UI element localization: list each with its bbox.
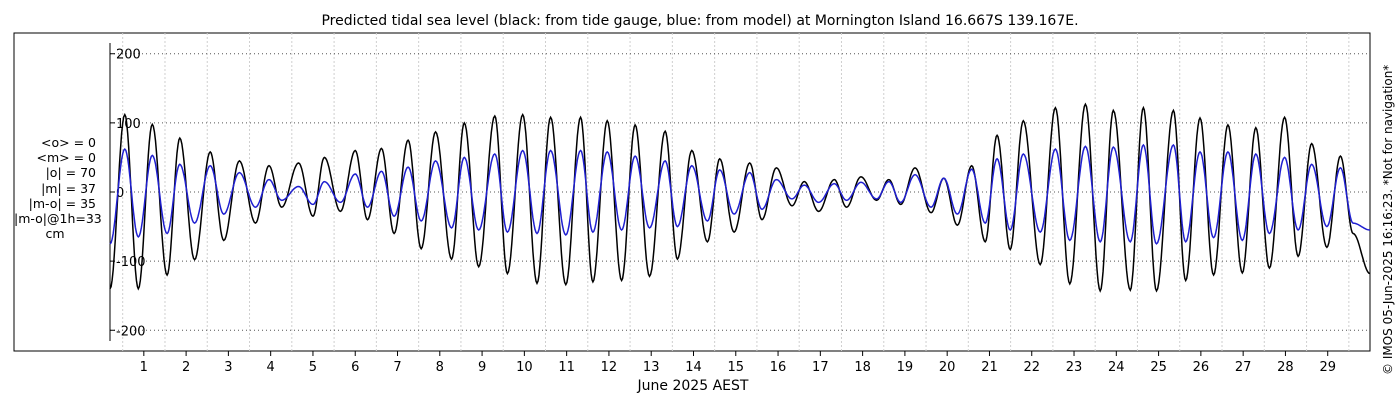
x-tick-label: 4 [267, 360, 275, 375]
x-tick-label: 17 [812, 360, 829, 375]
stat-mean-obs: <o> = 0 [41, 135, 96, 150]
grid [110, 33, 1370, 351]
series-line-model [109, 143, 1371, 245]
x-axis-label: June 2025 AEST [637, 378, 749, 394]
statistics-panel: <o> = 0 <m> = 0 |o| = 70 |m| = 37 |m-o| … [14, 135, 102, 242]
y-tick-label: -100 [116, 255, 146, 270]
x-tick-label: 8 [436, 360, 444, 375]
stat-abs-obs: |o| = 70 [45, 165, 96, 181]
x-tick-label: 25 [1150, 360, 1167, 375]
x-tick-label: 2 [182, 360, 190, 375]
x-tick-label: 3 [224, 360, 232, 375]
x-tick-label: 24 [1108, 360, 1125, 375]
stat-unit: cm [45, 226, 65, 242]
stat-abs-model: |m| = 37 [41, 180, 96, 196]
x-tick-label: 11 [558, 360, 575, 375]
x-tick-label: 20 [939, 360, 956, 375]
x-tick-label: 28 [1277, 360, 1294, 375]
stat-abs-diff-1h: |m-o|@1h=33 [14, 211, 102, 227]
series-line-tide-gauge [109, 102, 1371, 293]
x-tick-label: 16 [770, 360, 787, 375]
x-tick-label: 18 [854, 360, 871, 375]
y-tick-label: 200 [116, 48, 141, 63]
y-tick-label: 100 [116, 117, 141, 132]
x-tick-label: 13 [643, 360, 660, 375]
x-tick-label: 27 [1235, 360, 1252, 375]
x-tick-label: 1 [140, 360, 148, 375]
x-axis: 1 2 3 4 5 6 7 8 9 10 11 12 13 14 15 16 17 18 19 20 21 22 23 24 2… [140, 351, 1336, 375]
x-tick-label: 9 [478, 360, 486, 375]
y-tick-label: 0 [116, 186, 124, 201]
x-tick-label: 7 [393, 360, 401, 375]
plot-frame [13, 32, 1371, 352]
stat-abs-diff: |m-o| = 35 [28, 195, 96, 211]
x-tick-label: 14 [685, 360, 702, 375]
x-tick-label: 15 [727, 360, 744, 375]
x-tick-label: 23 [1066, 360, 1083, 375]
chart-title: Predicted tidal sea level (black: from t… [321, 13, 1078, 29]
x-tick-label: 12 [601, 360, 618, 375]
x-tick-label: 10 [516, 360, 533, 375]
x-tick-label: 19 [897, 360, 914, 375]
x-tick-label: 29 [1319, 360, 1336, 375]
x-tick-label: 21 [981, 360, 998, 375]
x-tick-label: 5 [309, 360, 317, 375]
x-tick-label: 26 [1193, 360, 1210, 375]
y-tick-label: -200 [116, 324, 146, 339]
y-axis: -200 -100 0 100 200 [110, 48, 146, 339]
credit-text: © IMOS 05-Jun-2025 16:16:23. *Not for na… [1381, 65, 1395, 375]
stat-mean-model: <m> = 0 [36, 150, 97, 166]
x-tick-label: 6 [351, 360, 359, 375]
x-tick-label: 22 [1023, 360, 1040, 375]
series-group [109, 102, 1371, 293]
